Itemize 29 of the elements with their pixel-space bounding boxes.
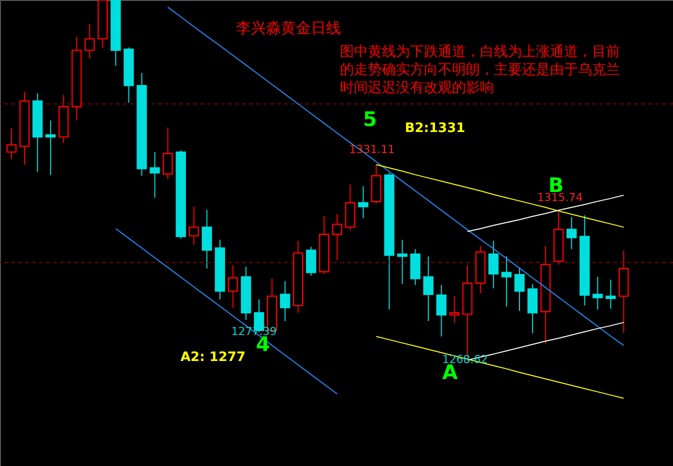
candlestick <box>592 276 603 310</box>
annotation: B2:1331 <box>404 121 466 136</box>
candlestick <box>436 284 446 337</box>
candlestick <box>45 120 56 176</box>
candlestick <box>162 127 173 180</box>
candlestick <box>488 240 499 289</box>
annotation: 图中黄线为下跌通道，白线为上涨通道，目前的走势确实方向不明朗，主要还是由于乌克兰时间迟迟没有改观的影响 <box>340 44 620 96</box>
candlestick <box>202 209 212 270</box>
candlestick <box>6 128 17 160</box>
candlestick <box>397 239 408 284</box>
candlestick <box>514 266 525 312</box>
candlestick <box>306 246 316 276</box>
candlestick <box>358 186 368 219</box>
annotation: 1315.74 <box>537 191 583 204</box>
text: 李兴淼黄金日线 <box>236 19 341 37</box>
candlestick <box>332 213 342 261</box>
annotation: A2: 1277 <box>180 350 246 365</box>
annotation: 5 <box>363 107 377 131</box>
candlestick <box>228 264 238 308</box>
candlestick <box>501 256 512 308</box>
candlestick <box>606 279 616 310</box>
candlestick <box>280 280 290 322</box>
candlestick <box>566 216 577 250</box>
candlestick <box>527 283 538 334</box>
candlestick <box>449 296 460 324</box>
candlestick <box>150 152 160 198</box>
candlestick <box>84 23 95 60</box>
candlestick <box>188 206 199 246</box>
candlestick <box>423 256 434 322</box>
